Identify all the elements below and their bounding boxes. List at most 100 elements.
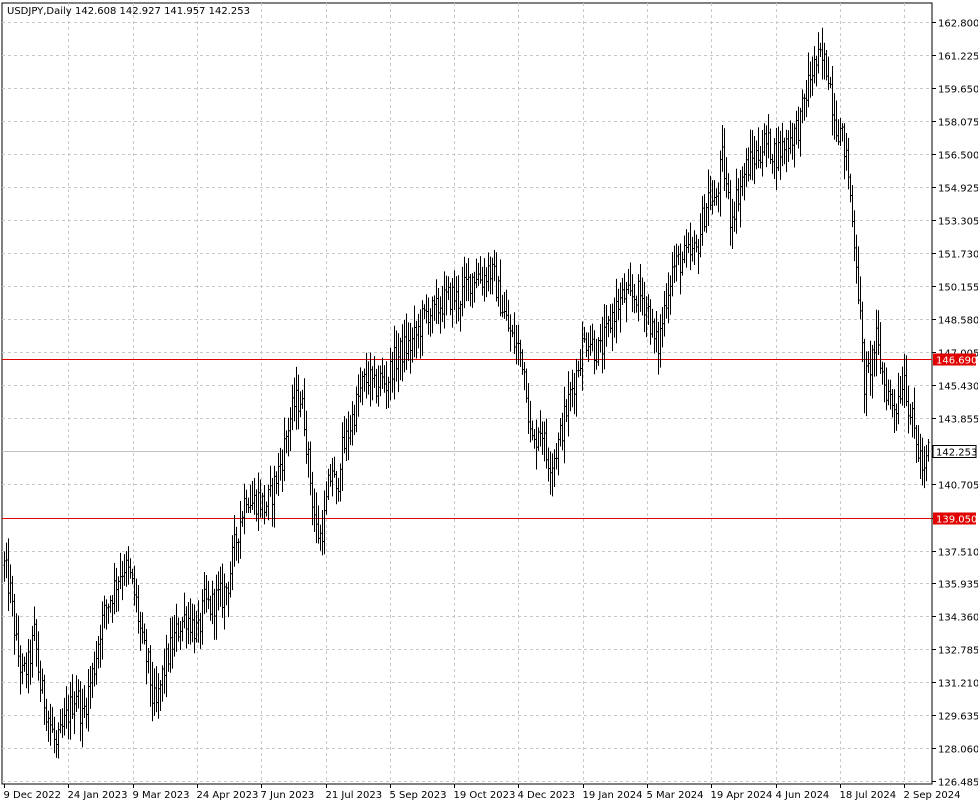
ohlc-bar (669, 275, 672, 315)
ohlc-bar (597, 337, 600, 366)
ohlc-bar (501, 294, 504, 318)
ohlc-bar (499, 259, 502, 317)
ohlc-bar (247, 497, 250, 514)
ohlc-bar (627, 268, 630, 295)
ohlc-bar (471, 273, 474, 308)
ohlc-bar (397, 333, 400, 393)
ohlc-bar (81, 688, 84, 748)
ohlc-bar (319, 524, 322, 551)
ohlc-bar (153, 668, 156, 716)
ohlc-bar (555, 442, 558, 470)
ohlc-bar (241, 511, 244, 527)
ohlc-bar (725, 157, 728, 198)
price-axis: 162.800 161.225 159.650 158.075 156.500 154.9… (932, 19, 978, 789)
ohlc-bar (441, 285, 444, 323)
price-tick-label: 131.210 (938, 679, 978, 690)
level-price-label: 139.050 (936, 515, 977, 526)
price-tick-label: 156.500 (938, 151, 978, 162)
ohlc-bar (455, 276, 458, 324)
ohlc-bar (217, 571, 220, 611)
ohlc-bar (37, 631, 40, 681)
ohlc-bar (777, 126, 780, 171)
ohlc-bar (123, 554, 126, 586)
ohlc-bar (415, 320, 418, 359)
ohlc-bar (293, 377, 296, 422)
ohlc-bar (107, 603, 110, 624)
ohlc-bar (865, 351, 868, 417)
ohlc-bar (433, 295, 436, 321)
ohlc-bar (147, 648, 150, 674)
ohlc-bar (173, 614, 176, 657)
ohlc-bar (563, 386, 566, 464)
ohlc-bar (253, 477, 256, 515)
price-tick-label: 126.485 (938, 778, 978, 789)
ohlc-bar (579, 349, 582, 377)
ohlc-bar (671, 251, 674, 297)
ohlc-bar (353, 404, 356, 435)
ohlc-bar (663, 290, 666, 337)
ohlc-bar (505, 289, 508, 321)
ohlc-bar (565, 399, 568, 423)
ohlc-bar (171, 616, 174, 669)
level-price-label: 146.690 (936, 356, 977, 367)
level-price-badge (933, 512, 976, 525)
ohlc-bar (221, 563, 224, 619)
ohlc-bar (673, 245, 676, 283)
ohlc-bar (17, 615, 20, 667)
ohlc-bar (815, 55, 818, 87)
ohlc-bar (321, 510, 324, 556)
ohlc-bar (827, 56, 830, 91)
ohlc-bar (731, 198, 734, 249)
ohlc-bar (387, 376, 390, 408)
ohlc-bar (553, 449, 556, 487)
ohlc-bar (199, 612, 202, 649)
ohlc-bar (737, 178, 740, 212)
ohlc-bar (605, 304, 608, 347)
price-tick-label: 129.635 (938, 712, 978, 723)
ohlc-bar (675, 243, 678, 282)
ohlc-bar (451, 277, 454, 328)
ohlc-bar (345, 418, 348, 461)
ohlc-bar (759, 146, 762, 169)
ohlc-bar (803, 93, 806, 121)
ohlc-bar (155, 666, 158, 713)
ohlc-bar (363, 368, 366, 392)
ohlc-bar (843, 123, 846, 180)
ohlc-bar (143, 623, 146, 645)
ohlc-bar (9, 564, 12, 604)
ohlc-bar (13, 593, 16, 655)
ohlc-bar (863, 338, 866, 414)
ohlc-bar (447, 276, 450, 301)
ohlc-bar (19, 645, 22, 695)
ohlc-bar (297, 374, 300, 430)
ohlc-bar (137, 585, 140, 634)
ohlc-bar (269, 465, 272, 497)
ohlc-bar (367, 361, 370, 395)
ohlc-bar (495, 252, 498, 302)
ohlc-bar (901, 366, 904, 406)
ohlc-bar (807, 52, 810, 108)
ohlc-bar (87, 669, 90, 732)
ohlc-bar (215, 574, 218, 640)
ohlc-bar (255, 489, 258, 522)
ohlc-bar (699, 213, 702, 258)
ohlc-bar (7, 538, 10, 612)
ohlc-bar (377, 365, 380, 407)
ohlc-bar (559, 418, 562, 447)
ohlc-bar (873, 341, 876, 377)
ohlc-bar (43, 674, 46, 725)
ohlc-bar (793, 123, 796, 168)
ohlc-bar (667, 272, 670, 324)
ohlc-bar (629, 262, 632, 297)
ohlc-bar (791, 122, 794, 160)
ohlc-bar (427, 297, 430, 335)
ohlc-bar (421, 300, 424, 356)
ohlc-bar (391, 351, 394, 393)
ohlc-bar (541, 421, 544, 455)
ohlc-bar (765, 125, 768, 168)
ohlc-bar (251, 480, 254, 510)
ohlc-bar (369, 352, 372, 407)
ohlc-bar (175, 603, 178, 652)
ohlc-bar (859, 276, 862, 320)
